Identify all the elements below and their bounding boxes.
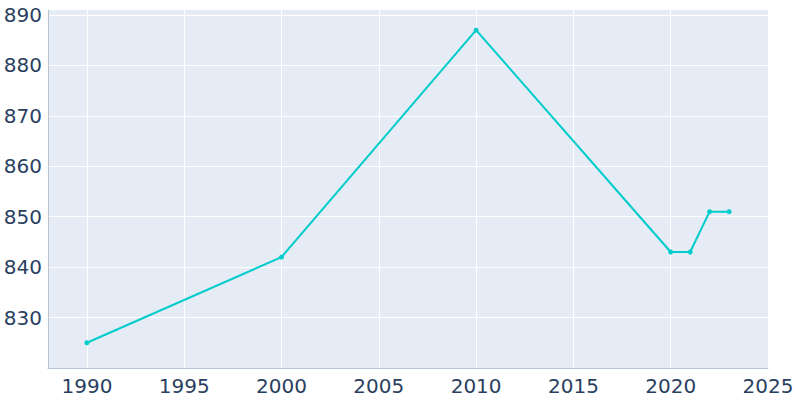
svg-text:2005: 2005 — [353, 374, 404, 398]
svg-text:2020: 2020 — [645, 374, 696, 398]
svg-text:830: 830 — [4, 306, 42, 330]
svg-text:860: 860 — [4, 154, 42, 178]
svg-text:2025: 2025 — [743, 374, 794, 398]
svg-text:870: 870 — [4, 104, 42, 128]
svg-text:1995: 1995 — [159, 374, 210, 398]
svg-text:2015: 2015 — [548, 374, 599, 398]
svg-text:880: 880 — [4, 53, 42, 77]
svg-text:850: 850 — [4, 205, 42, 229]
svg-text:890: 890 — [4, 3, 42, 27]
svg-text:2000: 2000 — [256, 374, 307, 398]
svg-text:2010: 2010 — [451, 374, 502, 398]
svg-text:1990: 1990 — [61, 374, 112, 398]
svg-text:840: 840 — [4, 255, 42, 279]
